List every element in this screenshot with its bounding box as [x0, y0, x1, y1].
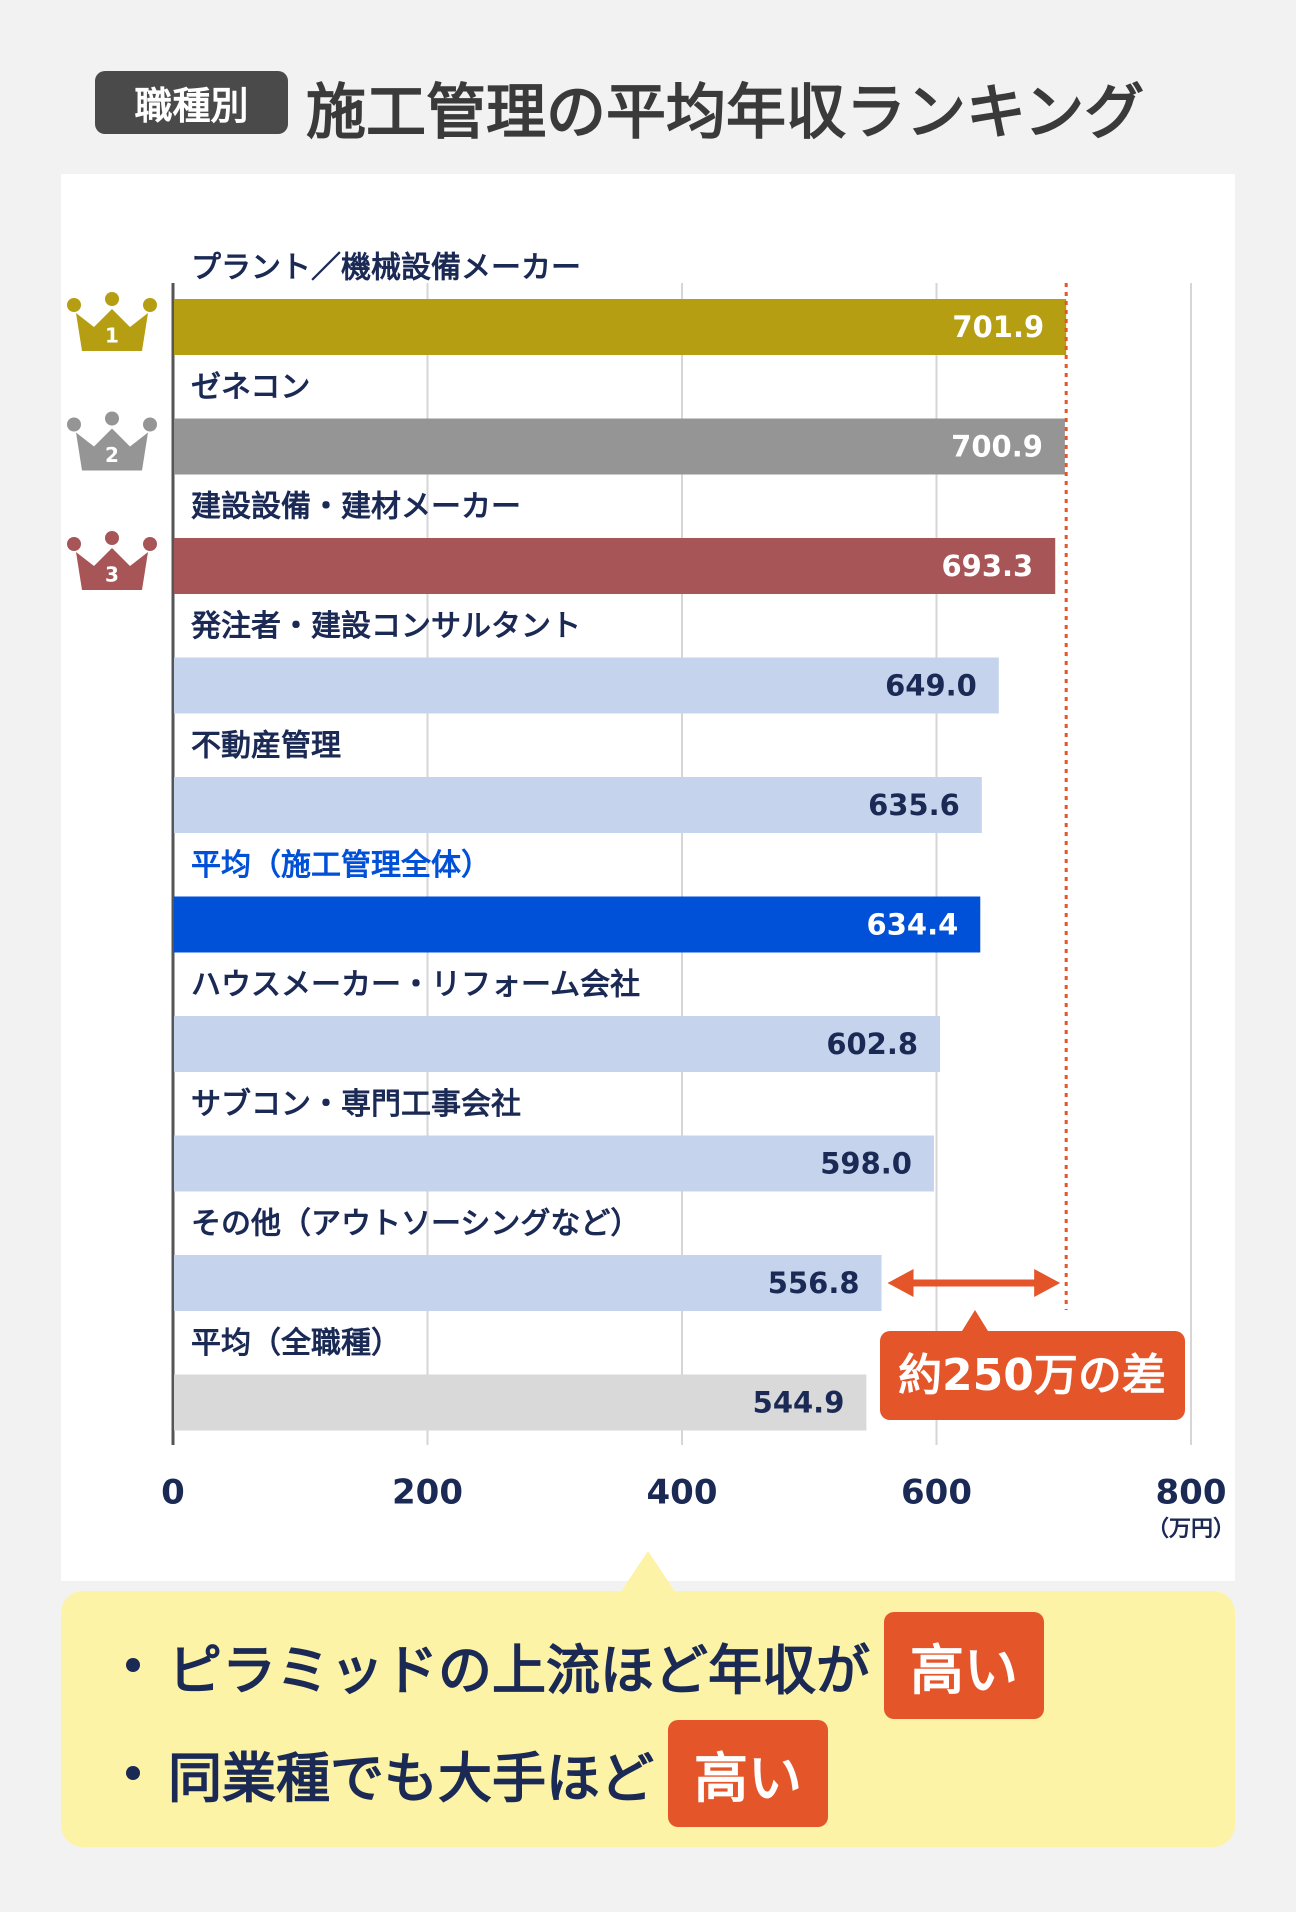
x-tick-label: 200	[392, 1473, 463, 1513]
crown-jewel	[105, 292, 119, 306]
crown-jewel	[143, 537, 157, 551]
arrow-head	[887, 1269, 914, 1297]
bar	[174, 777, 982, 833]
x-tick-label: 800	[1156, 1473, 1227, 1513]
x-unit: （万円）	[1147, 1517, 1235, 1542]
crown-jewel	[143, 417, 157, 432]
note-highlight: 高い	[668, 1719, 828, 1827]
crown: 2	[67, 411, 157, 471]
bar	[174, 1255, 882, 1311]
category-label: 発注者・建設コンサルタント	[190, 609, 581, 644]
value-label: 635.6	[868, 788, 960, 822]
crown-jewel	[67, 417, 81, 432]
rank-label: 2	[105, 443, 119, 467]
note: 同業種でも大手ほど 高い	[116, 1719, 1235, 1827]
crown: 1	[67, 292, 157, 351]
category-label: ハウスメーカー・リフォーム会社	[191, 968, 640, 1003]
bullet	[126, 1766, 140, 1780]
rank-label: 1	[105, 324, 119, 348]
annotation-box	[880, 1331, 1185, 1420]
page-title: 施工管理の平均年収ランキング	[306, 78, 1145, 148]
note-text: 同業種でも大手ほど	[168, 1746, 654, 1810]
chart: 0 200 400 600 800 （万円） プラント／機械設備メーカー 701.9 ゼネコン 7…	[67, 251, 1235, 1542]
value-label: 700.9	[951, 430, 1043, 464]
bar	[174, 1374, 867, 1431]
category-label: ゼネコン	[191, 370, 310, 405]
category-label: プラント／機械設備メーカー	[191, 251, 581, 286]
value-label: 602.8	[826, 1027, 918, 1061]
crown-body	[76, 428, 148, 471]
bar	[174, 657, 999, 714]
crown-body	[76, 548, 148, 590]
callout-pointer	[620, 1551, 676, 1593]
value-label: 693.3	[941, 549, 1033, 583]
category-label: サブコン・専門工事会社	[191, 1087, 521, 1122]
note: ピラミッドの上流ほど年収が 高い	[116, 1611, 1235, 1719]
crown-body	[76, 309, 148, 351]
bar	[174, 418, 1065, 475]
category-label: 建設設備・建材メーカー	[191, 490, 521, 525]
rank-label: 3	[105, 563, 119, 587]
bar	[174, 299, 1067, 355]
category-label: 平均（全職種）	[191, 1326, 401, 1361]
x-tick-label: 400	[647, 1473, 718, 1513]
x-tick-label: 0	[161, 1473, 185, 1513]
value-label: 556.8	[768, 1266, 860, 1300]
badge: 職種別	[95, 71, 288, 134]
category-label: 平均（施工管理全体）	[191, 848, 491, 883]
value-label: 701.9	[952, 310, 1044, 344]
annotation: 約250万の差	[898, 1350, 1166, 1401]
value-label: 649.0	[885, 669, 977, 703]
bar	[174, 896, 981, 953]
crown-jewel	[143, 298, 157, 312]
bar	[174, 538, 1056, 594]
value-label: 598.0	[820, 1147, 912, 1181]
callout-pointer	[962, 1310, 988, 1331]
crown: 3	[67, 531, 157, 590]
bar	[174, 1135, 934, 1192]
category-label: 不動産管理	[191, 729, 341, 764]
notes: ピラミッドの上流ほど年収が 高い 同業種でも大手ほど 高い	[61, 1591, 1235, 1847]
crown-jewel	[105, 531, 119, 545]
bar	[174, 1016, 941, 1072]
crown-jewel	[105, 411, 119, 426]
note-highlight: 高い	[884, 1611, 1044, 1719]
value-label: 634.4	[867, 908, 959, 942]
arrow-head	[1034, 1269, 1061, 1297]
x-tick-label: 600	[901, 1473, 972, 1513]
crown-jewel	[67, 537, 81, 551]
crown-jewel	[67, 298, 81, 312]
bullet	[126, 1658, 140, 1672]
category-label: その他（アウトソーシングなど）	[191, 1207, 640, 1242]
note-text: ピラミッドの上流ほど年収が	[168, 1638, 870, 1702]
value-label: 544.9	[753, 1386, 845, 1420]
